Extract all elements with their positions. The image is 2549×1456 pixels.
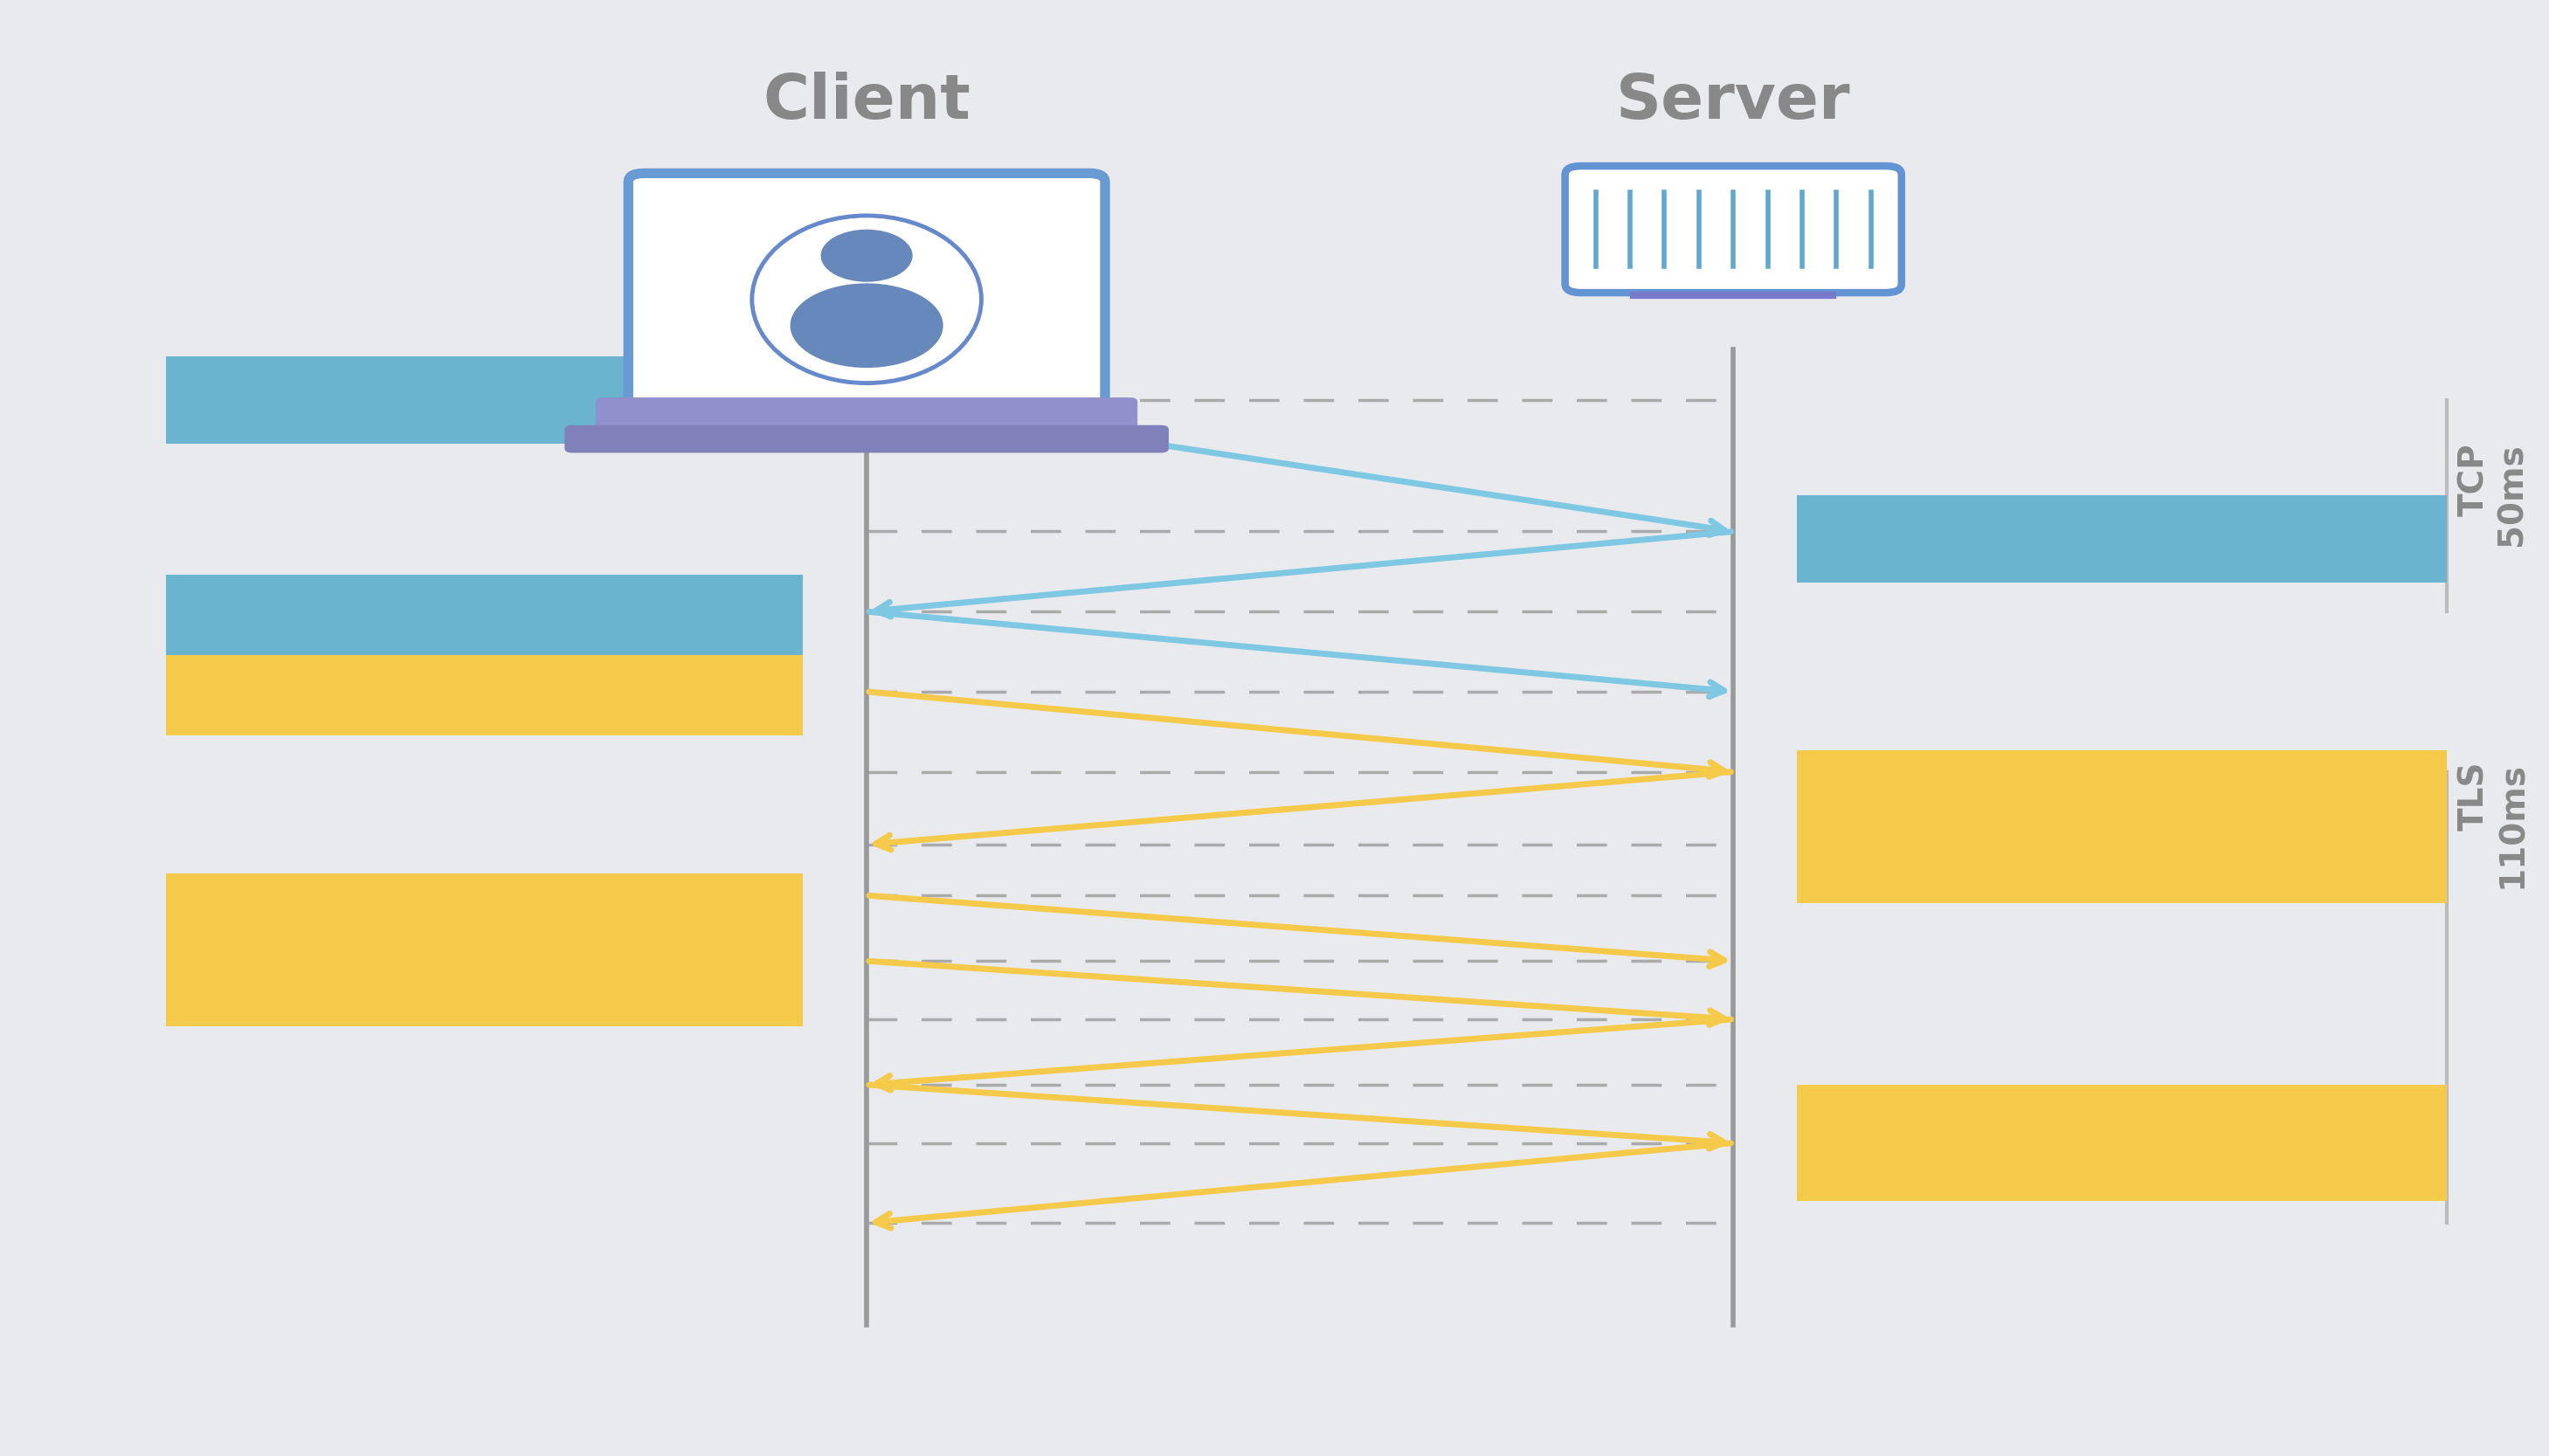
Text: ClientHello: ClientHello: [387, 680, 581, 711]
Text: SYN: SYN: [449, 386, 520, 415]
FancyBboxPatch shape: [1565, 166, 1902, 293]
FancyBboxPatch shape: [566, 425, 1167, 453]
Text: ACK: ACK: [449, 600, 520, 630]
Ellipse shape: [790, 284, 943, 368]
Text: Server: Server: [1616, 71, 1851, 132]
Text: Client: Client: [762, 71, 971, 132]
Text: TLS
110ms: TLS 110ms: [2457, 761, 2529, 888]
Text: ServerHello
Certificate
ServerHelloDone: ServerHello Certificate ServerHelloDone: [1973, 772, 2271, 881]
FancyBboxPatch shape: [1797, 495, 2447, 582]
Circle shape: [821, 230, 913, 282]
FancyBboxPatch shape: [166, 874, 803, 1026]
FancyBboxPatch shape: [630, 173, 1106, 416]
FancyBboxPatch shape: [1797, 750, 2447, 903]
FancyBboxPatch shape: [166, 357, 803, 444]
FancyBboxPatch shape: [166, 575, 803, 655]
Text: ChangeCipherSpec
Finished: ChangeCipherSpec Finished: [1955, 1108, 2289, 1178]
FancyBboxPatch shape: [1797, 1085, 2447, 1201]
Text: TCP
50ms: TCP 50ms: [2457, 443, 2529, 546]
Text: SYN ACK: SYN ACK: [2044, 524, 2200, 553]
FancyBboxPatch shape: [166, 655, 803, 735]
FancyBboxPatch shape: [596, 397, 1137, 438]
Text: ClientKeyExchange
ChangeCipherSpec
Finished: ClientKeyExchange ChangeCipherSpec Finis…: [314, 895, 655, 1005]
